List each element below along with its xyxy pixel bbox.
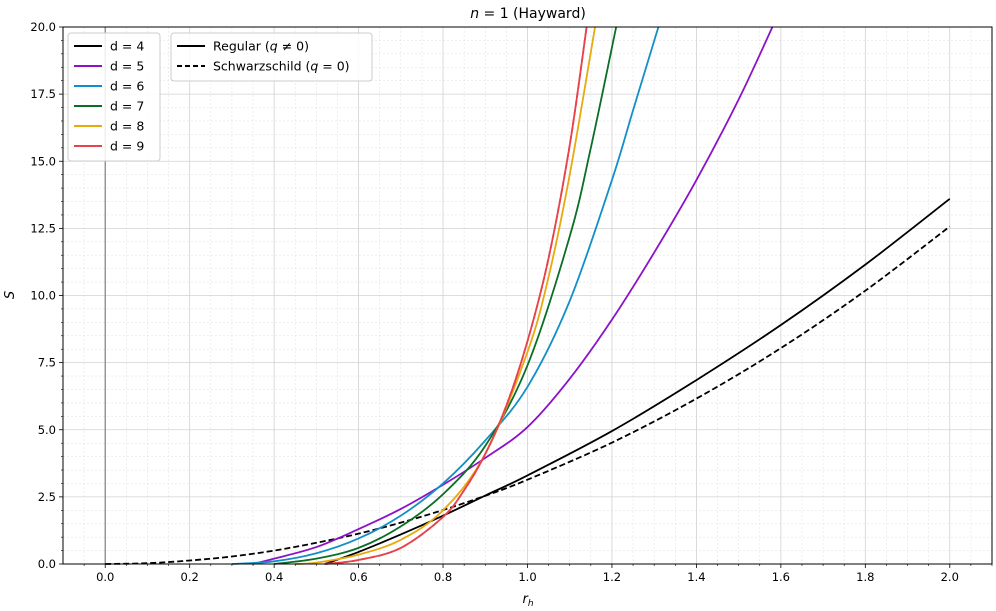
title-text: = 1 (Hayward) xyxy=(479,6,586,22)
legend-dimension-label: d = 4 xyxy=(110,39,144,54)
x-tick-label: 1.4 xyxy=(687,570,705,584)
series-line-d4-regular xyxy=(324,198,951,565)
x-tick-label: 0.8 xyxy=(434,570,452,584)
series-line-d9-schwarzschild xyxy=(324,26,588,565)
x-axis-ticks: 0.0 0.2 0.4 0.6 0.8 1.0 1.2 1.4 1.6 1.8 2.0 xyxy=(83,564,993,584)
y-axis-label: S xyxy=(3,291,18,299)
series-lines xyxy=(105,26,951,565)
legend-dimension-label: d = 8 xyxy=(110,119,144,134)
legend-style-label: Schwarzschild (q = 0) xyxy=(213,59,350,74)
y-tick-label: 15.0 xyxy=(30,154,56,168)
x-axis-label-base: r xyxy=(522,592,529,607)
y-axis-ticks: 0.0 2.5 5.0 7.5 10.0 12.5 15.0 17.5 20.0 xyxy=(30,20,63,571)
y-tick-label: 5.0 xyxy=(38,423,56,437)
legend-dimension-label: d = 5 xyxy=(110,59,144,74)
x-tick-label: 1.8 xyxy=(856,570,874,584)
x-tick-label: 1.2 xyxy=(603,570,621,584)
x-tick-label: 0.2 xyxy=(181,570,199,584)
x-tick-label: 1.0 xyxy=(518,570,536,584)
x-tick-label: 1.6 xyxy=(772,570,790,584)
y-tick-label: 20.0 xyxy=(30,20,56,34)
x-axis-label: rh xyxy=(522,592,533,609)
x-axis-label-sub: h xyxy=(528,599,534,609)
y-tick-label: 0.0 xyxy=(38,557,56,571)
major-grid xyxy=(63,26,992,565)
y-tick-label: 17.5 xyxy=(30,87,56,101)
y-tick-label: 7.5 xyxy=(38,356,56,370)
legend-dimension-label: d = 7 xyxy=(110,99,144,114)
legend-style: Regular (q ≠ 0) Schwarzschild (q = 0) xyxy=(170,32,373,82)
legend-style-box xyxy=(170,32,373,82)
legend-dimension-label: d = 9 xyxy=(110,139,144,154)
x-tick-label: 0.0 xyxy=(96,570,114,584)
chart-title: n = 1 (Hayward) xyxy=(470,6,586,22)
series-line-d6-regular xyxy=(231,26,660,565)
plot-area xyxy=(62,26,993,565)
x-tick-label: 0.6 xyxy=(349,570,367,584)
y-tick-label: 10.0 xyxy=(30,289,56,303)
series-line-d7-regular xyxy=(274,26,618,565)
legend-style-label: Regular (q ≠ 0) xyxy=(213,39,309,54)
legend-dimension: d = 4 d = 5 d = 6 d = 7 d = 8 d = 9 xyxy=(67,32,161,162)
y-tick-label: 12.5 xyxy=(30,221,56,235)
x-tick-label: 2.0 xyxy=(941,570,959,584)
y-tick-label: 2.5 xyxy=(38,490,56,504)
series-line-d5-regular xyxy=(252,26,774,565)
x-tick-label: 0.4 xyxy=(265,570,283,584)
legend-dimension-label: d = 6 xyxy=(110,79,144,94)
title-variable: n xyxy=(470,6,479,22)
